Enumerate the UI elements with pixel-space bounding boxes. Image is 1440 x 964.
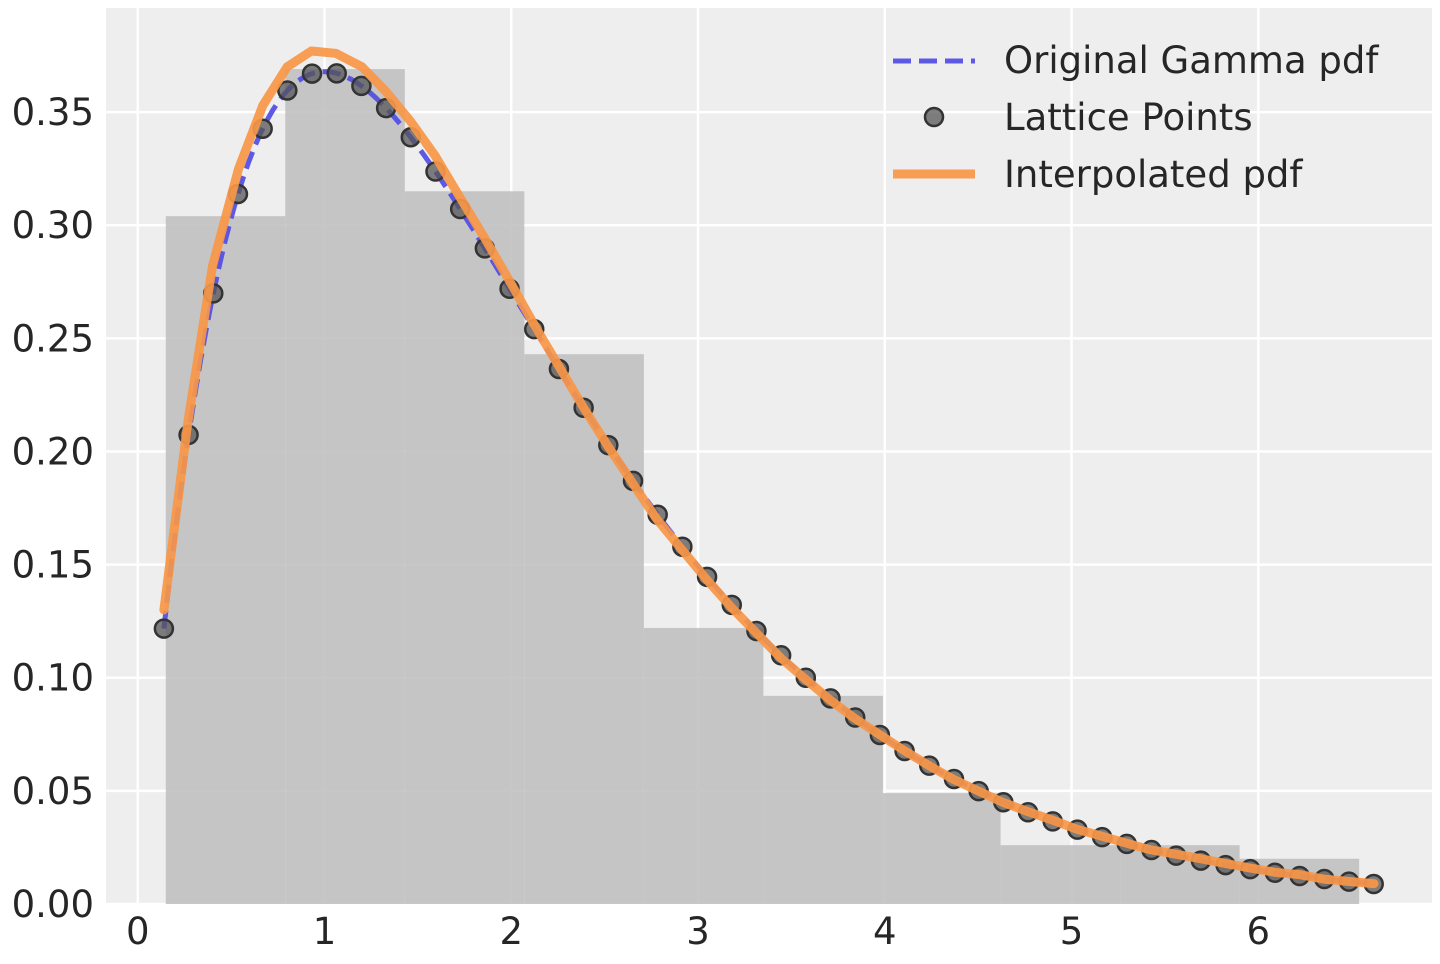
y-tick-label: 0.30 [12,204,94,247]
legend-label-lattice-points: Lattice Points [1004,96,1253,139]
histogram-bar [882,793,1001,904]
histogram-bar [404,191,525,905]
histogram-bar [763,695,883,904]
y-tick-label: 0.10 [12,657,94,700]
y-tick-label: 0.00 [12,883,94,926]
x-tick-label: 5 [1060,910,1084,953]
histogram-bar [1000,845,1121,904]
lattice-point [326,63,347,84]
x-tick-label: 0 [126,910,150,953]
lattice-point [301,63,323,84]
x-tick-label: 6 [1247,910,1271,953]
series-layer [153,46,1384,895]
histogram-bar [285,69,405,904]
x-tick-label: 3 [686,910,710,953]
y-tick-label: 0.20 [12,430,94,473]
histogram [165,69,1360,905]
series-interpolated-pdf-line [159,46,1379,889]
histogram-bar [643,627,764,904]
histogram-bar [165,216,286,904]
y-tick-label: 0.15 [12,544,94,587]
lattice-point [153,618,175,639]
legend-label-interpolated-pdf: Interpolated pdf [1004,153,1303,196]
histogram-bar [524,354,644,904]
x-tick-label: 2 [499,910,523,953]
legend: Original Gamma pdf Lattice Points Interp… [893,39,1379,196]
legend-swatch-lattice-points [923,106,945,128]
x-tick-label: 1 [313,910,337,953]
y-tick-label: 0.35 [12,91,94,134]
lattice-point [351,75,372,97]
y-tick-label: 0.05 [12,770,94,813]
lattice-point [277,80,298,101]
legend-label-original-gamma-pdf: Original Gamma pdf [1004,39,1379,82]
tick-labels: 0 1 2 3 4 5 6 0.00 0.05 0.10 0.15 0.20 0.25 0.30 0.35 [12,91,1270,953]
y-tick-label: 0.25 [12,317,94,360]
x-tick-label: 4 [873,910,897,953]
